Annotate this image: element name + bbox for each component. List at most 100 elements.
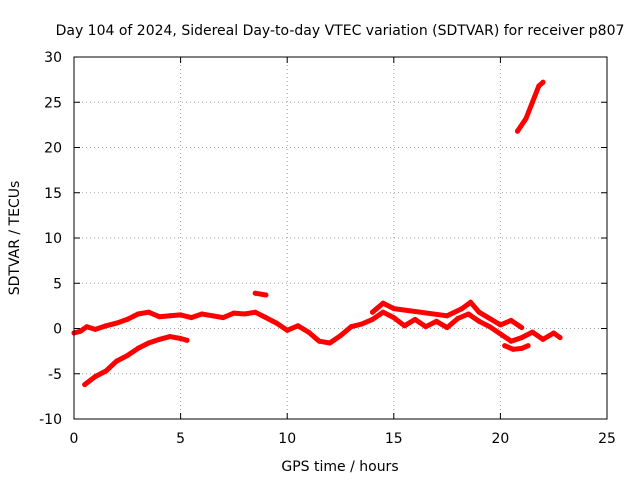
y-tick-label: -10 <box>39 412 62 428</box>
data-point <box>252 290 258 296</box>
data-point <box>459 306 465 312</box>
series-main-trace <box>71 309 563 346</box>
data-point <box>540 79 546 85</box>
data-point <box>231 310 237 316</box>
data-point <box>295 323 301 329</box>
series-late-trace <box>515 79 546 134</box>
data-point <box>92 326 98 332</box>
data-point <box>476 318 482 324</box>
data-point <box>497 331 503 337</box>
data-point <box>423 324 429 330</box>
data-point <box>178 312 184 318</box>
data-point <box>402 323 407 329</box>
y-axis-label: SDTVAR / TECUs <box>7 181 23 296</box>
y-tick-label: 10 <box>44 231 62 247</box>
x-tick-label: 15 <box>385 431 403 447</box>
series-line <box>82 334 190 388</box>
data-point <box>82 382 88 388</box>
y-tick-label: 5 <box>53 276 62 292</box>
data-point <box>167 313 173 319</box>
data-point <box>510 346 516 352</box>
data-point <box>497 322 503 328</box>
data-point <box>103 368 109 374</box>
x-axis-label: GPS time / hours <box>281 459 398 475</box>
data-point <box>502 343 508 349</box>
data-point <box>540 336 546 342</box>
data-point <box>252 309 258 315</box>
chart-title: Day 104 of 2024, Sidereal Day-to-day VTE… <box>56 23 625 39</box>
data-point <box>242 311 248 317</box>
data-point <box>146 340 152 346</box>
series-early-trace <box>82 334 190 388</box>
data-point <box>284 327 290 333</box>
data-point <box>156 336 162 342</box>
data-point <box>199 311 205 317</box>
data-point <box>519 325 525 331</box>
data-point <box>124 353 130 359</box>
data-point <box>523 116 529 121</box>
data-point <box>433 318 439 324</box>
data-point <box>327 340 333 346</box>
data-point <box>557 335 563 341</box>
data-point <box>348 324 354 330</box>
data-point <box>263 292 269 298</box>
data-point <box>515 128 520 134</box>
data-point <box>188 315 194 321</box>
data-point <box>156 314 162 320</box>
data-point <box>184 337 190 343</box>
data-point <box>114 358 120 364</box>
grid <box>74 57 607 419</box>
y-tick-label: 30 <box>44 50 62 66</box>
data-point <box>146 309 152 315</box>
series-line <box>370 299 525 331</box>
data-point <box>412 316 418 322</box>
data-point <box>525 343 531 349</box>
data-point <box>274 320 279 326</box>
data-point <box>135 311 141 317</box>
data-point <box>316 338 322 344</box>
data-point <box>519 335 525 341</box>
data-point <box>178 336 184 341</box>
series-upper-fringe <box>370 299 525 331</box>
data-point <box>529 329 535 335</box>
data-point <box>391 315 397 321</box>
axis-ticks: 0 5 10 15 20 25 -10 -5 0 5 10 15 20 25 30 <box>39 50 616 447</box>
data-point <box>338 333 343 339</box>
data-point <box>114 320 120 326</box>
data-point <box>124 316 130 322</box>
data-point <box>380 309 386 315</box>
data-point <box>508 338 514 344</box>
data-point <box>370 309 375 315</box>
y-tick-label: 20 <box>44 141 62 157</box>
x-tick-label: 10 <box>278 431 296 447</box>
data-point <box>465 311 471 317</box>
y-tick-label: -5 <box>48 367 62 383</box>
data-point <box>370 316 375 322</box>
data-point <box>487 324 493 330</box>
data-series-layer <box>71 79 563 388</box>
data-point <box>529 99 535 105</box>
data-point <box>455 316 461 321</box>
data-point <box>444 325 450 331</box>
data-point <box>468 299 474 305</box>
data-point <box>84 324 90 330</box>
data-point <box>359 321 365 327</box>
data-point <box>77 328 83 334</box>
data-point <box>220 315 226 321</box>
y-tick-label: 25 <box>44 95 62 111</box>
data-point <box>551 330 557 336</box>
x-tick-label: 20 <box>491 431 509 447</box>
data-point <box>210 313 216 319</box>
data-point <box>380 300 386 306</box>
data-point <box>306 329 311 335</box>
data-point <box>263 315 269 321</box>
series-line <box>502 343 531 352</box>
data-point <box>536 83 542 89</box>
data-point <box>519 345 525 351</box>
series-short-segment <box>252 290 269 298</box>
data-point <box>135 345 141 351</box>
x-tick-label: 0 <box>70 431 79 447</box>
data-point <box>444 313 450 319</box>
data-point <box>103 323 109 329</box>
